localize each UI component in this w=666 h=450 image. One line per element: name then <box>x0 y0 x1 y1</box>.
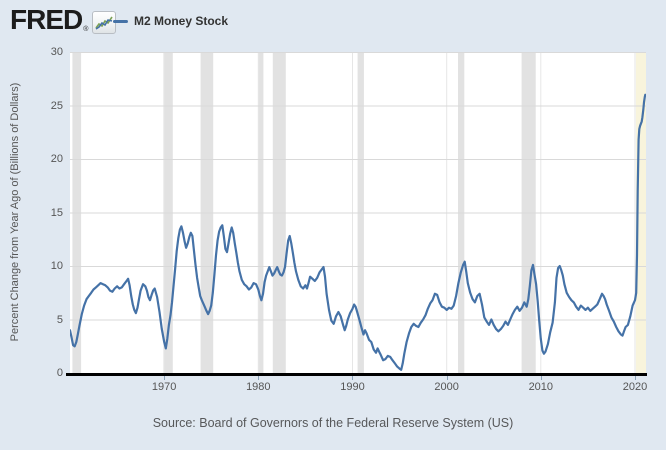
x-axis-tick-label: 1990 <box>340 381 365 393</box>
plot-area-svg <box>68 52 647 373</box>
plot-area[interactable] <box>68 52 647 373</box>
x-axis-tick-mark <box>164 376 166 380</box>
x-axis-tick-mark <box>540 376 542 380</box>
y-axis-tick-label: 30 <box>50 46 63 58</box>
y-axis-tick-label: 15 <box>50 206 63 219</box>
x-axis-tick-label: 2010 <box>528 381 554 393</box>
x-axis-tick-mark <box>258 376 260 380</box>
legend-line-sample <box>113 20 128 23</box>
chart-header: FRED ® M2 Money Stock <box>0 0 666 42</box>
data-line-m2-money-stock <box>68 93 647 371</box>
fred-logo[interactable]: FRED ® <box>10 4 117 36</box>
legend-item-m2-money-stock[interactable]: M2 Money Stock <box>113 0 228 42</box>
x-axis-tick-label: 1970 <box>151 381 177 393</box>
y-axis-tick-label: 25 <box>50 99 63 112</box>
fred-logo-text: FRED <box>10 4 83 35</box>
source-attribution: Source: Board of Governors of the Federa… <box>152 416 514 430</box>
x-axis-tick-label: 2020 <box>622 381 648 393</box>
y-axis-title: Percent Change from Year Ago of (Billion… <box>9 82 21 342</box>
x-axis-tick-mark <box>352 376 354 380</box>
x-axis-tick-label: 1980 <box>246 381 271 393</box>
y-axis-tick-label: 20 <box>50 153 63 165</box>
y-axis-tick-label: 5 <box>56 313 63 326</box>
x-axis-tick-mark <box>446 376 448 380</box>
x-axis-tick-label: 2000 <box>434 381 459 393</box>
y-axis-tick-label: 0 <box>56 367 63 379</box>
x-axis-line <box>66 373 647 376</box>
x-axis-tick-mark <box>634 376 636 380</box>
legend-label: M2 Money Stock <box>134 14 229 28</box>
y-axis-tick-label: 10 <box>50 260 63 272</box>
registered-trademark-mark: ® <box>83 26 89 33</box>
